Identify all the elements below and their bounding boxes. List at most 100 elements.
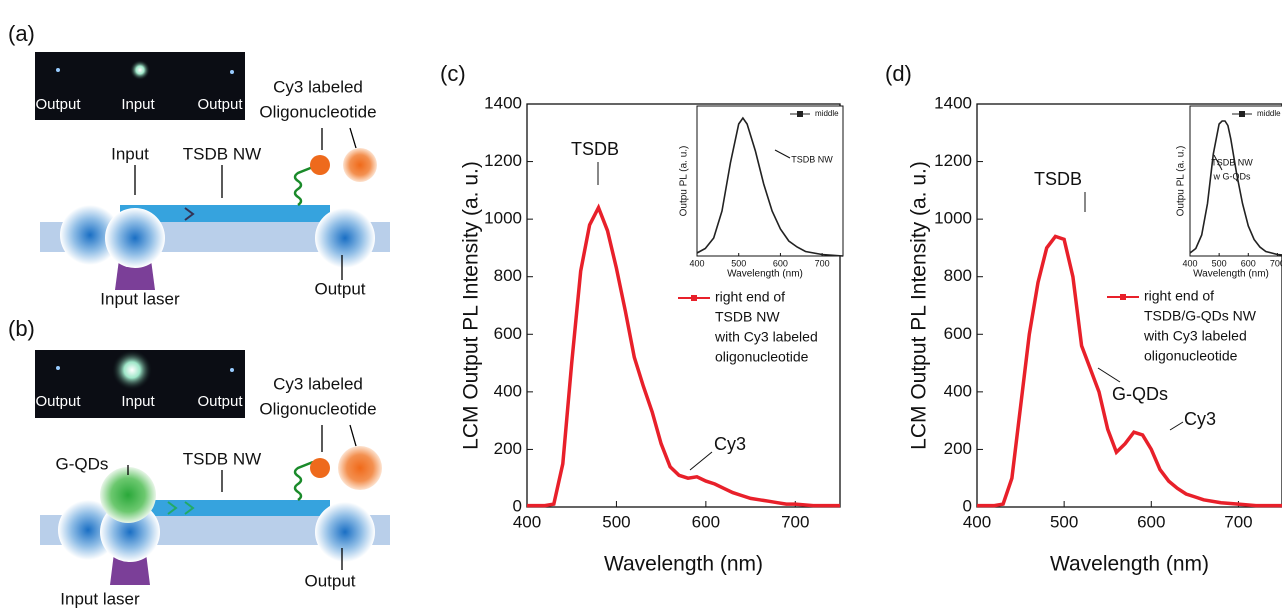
qd-label: G-QDs xyxy=(56,454,109,473)
linker xyxy=(293,165,314,207)
cy3 xyxy=(310,458,330,478)
x-tick-label: 500 xyxy=(1212,258,1227,268)
plot-frame xyxy=(526,103,841,508)
x-tick-label: 600 xyxy=(773,258,788,268)
spot xyxy=(130,60,150,80)
legend-label: oligonucleotide xyxy=(715,349,809,365)
legend-label: TSDB/G-QDs NW xyxy=(1144,308,1257,324)
x-tick-label: 400 xyxy=(1182,258,1197,268)
probe-label: Cy3 labeled xyxy=(273,374,363,393)
nanowire xyxy=(120,500,330,516)
cy3 xyxy=(343,148,377,182)
sphere xyxy=(315,502,375,562)
image-label: Output xyxy=(35,393,81,410)
x-tick-label: 600 xyxy=(1241,258,1256,268)
legend-label: TSDB NW xyxy=(715,309,780,325)
y-tick-label: 1200 xyxy=(484,151,522,170)
laser-label: Input laser xyxy=(60,589,140,608)
probe-label: Oligonucleotide xyxy=(259,399,376,418)
y-tick-label: 800 xyxy=(494,266,522,285)
annotation: TSDB xyxy=(571,139,619,159)
panel-b: (b) Output Input Output Cy3 labeled Olig… xyxy=(8,316,390,608)
wire-label: TSDB NW xyxy=(183,449,261,468)
spot xyxy=(56,68,60,72)
annotation: TSDB NW xyxy=(791,154,833,164)
legend-label: right end of xyxy=(1144,288,1214,304)
cy3 xyxy=(338,446,382,490)
y-axis-label: Outpu PL (a. u.) xyxy=(679,146,690,217)
sphere xyxy=(105,208,165,268)
y-axis-label: LCM Output PL Intensity (a. u.) xyxy=(908,161,931,450)
legend-marker xyxy=(1120,294,1126,300)
y-tick-label: 0 xyxy=(513,496,522,515)
wave xyxy=(184,207,195,221)
wire-label: TSDB NW xyxy=(183,144,261,163)
spot xyxy=(230,70,234,74)
x-tick-label: 400 xyxy=(689,258,704,268)
legend-marker xyxy=(797,111,803,117)
image-label: Output xyxy=(35,96,81,113)
y-tick-label: 400 xyxy=(494,381,522,400)
x-tick-label: 500 xyxy=(602,512,630,531)
output-label: Output xyxy=(314,279,365,298)
image-label: Output xyxy=(197,393,243,410)
spot xyxy=(230,368,234,372)
y-tick-label: 400 xyxy=(944,381,972,400)
x-axis-label: Wavelength (nm) xyxy=(1050,553,1209,576)
x-axis-label: Wavelength (nm) xyxy=(1193,269,1269,280)
annotation: G-QDs xyxy=(1112,384,1168,404)
x-tick-label: 700 xyxy=(1224,512,1252,531)
qd-sphere xyxy=(100,467,156,523)
x-axis-label: Wavelength (nm) xyxy=(727,269,803,280)
annotation-arrow xyxy=(1213,154,1223,171)
cy3 xyxy=(310,155,330,175)
y-tick-label: 1400 xyxy=(934,93,972,112)
plot-frame xyxy=(1189,105,1282,257)
sphere xyxy=(315,208,375,268)
legend-marker xyxy=(691,295,697,301)
annotation: Cy3 xyxy=(714,434,746,454)
legend-label: with Cy3 labeled xyxy=(1143,328,1247,344)
y-axis-label: LCM Output PL Intensity (a. u.) xyxy=(460,161,483,450)
plot-frame xyxy=(696,105,844,257)
x-tick-label: 600 xyxy=(692,512,720,531)
y-tick-label: 200 xyxy=(494,439,522,458)
y-tick-label: 0 xyxy=(963,496,972,515)
y-tick-label: 1000 xyxy=(934,209,972,228)
annotation-arrow xyxy=(1097,367,1121,383)
panel-a: (a) Output Input Output Cy3 labeled Olig… xyxy=(8,21,390,308)
y-tick-label: 800 xyxy=(944,266,972,285)
x-tick-label: 500 xyxy=(731,258,746,268)
x-axis-label: Wavelength (nm) xyxy=(604,553,763,576)
pointer xyxy=(127,424,357,570)
laser-label: Input laser xyxy=(100,289,180,308)
series-line xyxy=(977,234,1282,508)
nanowire xyxy=(120,205,330,222)
legend-marker xyxy=(1239,111,1245,117)
panel-label: (d) xyxy=(885,61,912,86)
x-tick-label: 600 xyxy=(1137,512,1165,531)
wave xyxy=(167,501,195,515)
y-axis-label: Outpu PL (a. u.) xyxy=(1176,146,1187,217)
probe-label: Oligonucleotide xyxy=(259,102,376,121)
y-tick-label: 1400 xyxy=(484,93,522,112)
panel-label: (a) xyxy=(8,21,35,46)
annotation-arrow xyxy=(774,149,791,159)
x-tick-label: 400 xyxy=(963,512,991,531)
image-label: Input xyxy=(121,96,155,113)
series-line xyxy=(1189,120,1282,256)
y-tick-label: 1000 xyxy=(484,209,522,228)
x-tick-label: 500 xyxy=(1050,512,1078,531)
y-tick-label: 600 xyxy=(494,324,522,343)
annotation-arrow xyxy=(689,451,713,471)
annotation: TSDB NW xyxy=(1211,157,1253,167)
output-label: Output xyxy=(304,571,355,590)
legend-label: middle xyxy=(815,109,839,118)
input-label: Input xyxy=(111,144,149,163)
legend-label: oligonucleotide xyxy=(1144,348,1238,364)
annotation-arrow xyxy=(1169,421,1184,431)
series-line xyxy=(696,116,844,257)
legend-label: with Cy3 labeled xyxy=(714,329,818,345)
